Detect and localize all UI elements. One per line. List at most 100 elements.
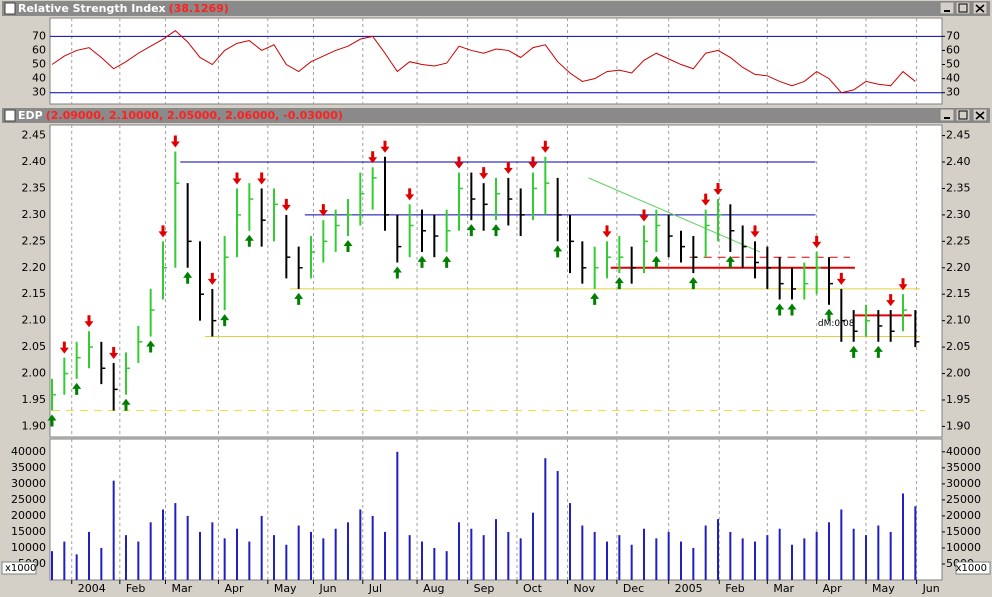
maximize-icon [958,110,968,120]
y-tick-label: 30000 [946,477,981,490]
volume-bar [889,531,892,580]
volume-bar [766,535,769,580]
volume-bar [248,541,251,580]
volume-bar [667,531,670,580]
y-tick-label: 2.20 [22,261,47,274]
sell-arrow [750,225,760,238]
volume-bar [877,525,880,580]
sell-arrow [639,209,649,222]
volume-bar [285,544,288,580]
x-tick-label: Aug [423,582,444,595]
buy-arrow [417,255,427,268]
y-tick-label: 10000 [11,541,46,554]
volume-bar [717,519,719,580]
volume-bar [445,551,448,580]
y-tick-label: 2.15 [946,287,971,300]
volume-bar [396,451,399,580]
unit-box [1,561,37,575]
minimize-button[interactable] [939,108,955,122]
y-tick-label: 15000 [11,525,46,538]
volume-bar [840,509,843,580]
y-tick-label: 20000 [946,509,981,522]
volume-bar [322,538,325,580]
minimize-button[interactable] [939,1,955,15]
volume-bar [273,535,275,580]
buy-arrow [775,303,785,316]
sell-arrow [84,315,94,328]
y-tick-label: 25000 [11,493,46,506]
volume-bar [137,541,140,580]
trend-line [588,177,761,253]
volume-bar [470,528,473,580]
x-tick-label: Feb [725,582,744,595]
volume-bar [532,512,534,580]
annotation: dM:0.08 [818,319,855,329]
volume-bar [852,528,855,580]
x-tick-label: Feb [126,582,145,595]
unit-label: x1000 [956,563,987,574]
x-tick-label: Mar [171,582,192,595]
sell-arrow [380,140,390,153]
volume-bar [680,541,682,580]
buy-arrow [614,277,624,290]
buy-arrow [146,340,156,353]
volume-bar [914,506,917,580]
volume-bar [100,547,103,580]
volume-bar [236,528,238,580]
buy-arrow [824,308,834,321]
volume-bar [408,535,411,580]
y-tick-label: 35000 [946,461,981,474]
volume-bar [211,522,214,580]
close-icon [975,111,985,120]
window-buttons[interactable] [939,108,988,122]
sell-arrow [281,198,291,211]
volume-bar [310,531,312,580]
volume-bar [433,547,436,580]
volume-bar [704,525,707,580]
volume-bar [544,458,547,580]
sell-arrow [318,204,328,217]
sell-arrow [368,151,378,164]
volume-bar [803,538,806,580]
volume-bar [334,528,337,580]
volume-bar [630,544,633,580]
buy-arrow [688,277,698,290]
buy-arrow [873,345,883,358]
buy-arrow [294,292,304,305]
x-tick-label: May [872,582,895,595]
y-tick-label: 15000 [946,525,981,538]
y-tick-label: 2.35 [946,181,971,194]
volume-bar [125,535,127,580]
y-tick-label: 30 [32,86,46,99]
y-tick-label: 70 [32,29,46,42]
volume-bar [297,525,300,580]
volume-bar [815,531,818,580]
volume-bar [162,509,164,580]
y-tick-label: 1.95 [946,393,971,406]
volume-bar [754,541,756,580]
sell-arrow [528,156,538,169]
chart-layer: 2004 Feb Mar Apr May Jun Jul Aug Sep Oct Nov Dec 200… [1,18,991,595]
sell-arrow [109,346,119,359]
window-buttons[interactable] [939,1,988,15]
volume-bar [692,547,695,580]
volume-bar [88,531,90,580]
volume-bar [458,522,460,580]
volume-bar [371,515,374,580]
sell-arrow [59,341,69,354]
y-tick-label: 2.10 [946,314,971,327]
y-tick-label: 25000 [946,493,981,506]
volume-bar [778,528,781,580]
maximize-icon [958,3,968,13]
y-tick-label: 2.25 [22,234,47,247]
volume-bar [63,541,66,580]
volume-bar [149,522,152,580]
volume-bar [384,531,386,580]
pane-title: Relative Strength Index [18,2,166,15]
sell-arrow [170,135,180,148]
sell-arrow [454,156,464,169]
sell-arrow [257,172,267,185]
volume-bar [902,493,904,580]
